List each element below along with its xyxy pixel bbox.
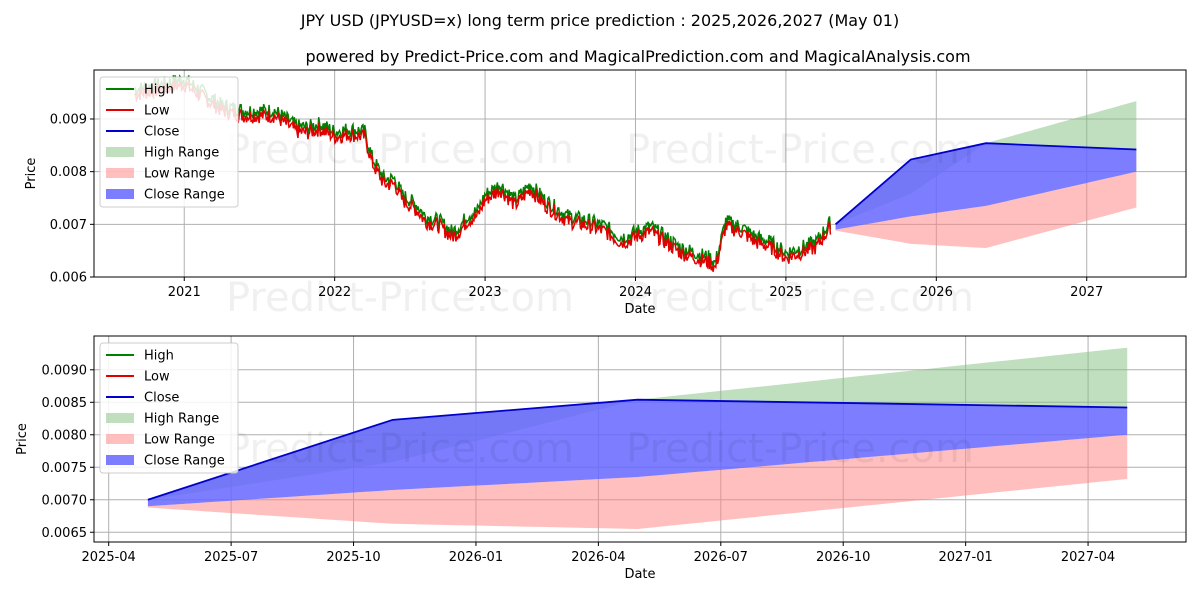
close-range-area xyxy=(835,143,1137,230)
y-axis-label: Price xyxy=(24,158,39,190)
panel-history-and-forecast: 2021 2022 2023 2024 2025 2026 2027 0.006 0.007 0.… xyxy=(24,69,1187,321)
x-tick-label: 2026-04 xyxy=(571,550,625,565)
y-tick-label: 0.0075 xyxy=(42,461,88,476)
y-tick-label: 0.0090 xyxy=(42,363,88,378)
legend-label: Low Range xyxy=(144,433,215,448)
x-tick-label: 2023 xyxy=(469,285,502,300)
close-forecast-line xyxy=(147,398,1128,501)
x-axis-label: Date xyxy=(624,302,655,317)
watermark-text: Predict-Price.com xyxy=(626,426,974,472)
watermark-text: Predict-Price.com xyxy=(226,127,574,173)
low-range-area xyxy=(147,434,1128,530)
x-tick-label: 2027 xyxy=(1070,285,1103,300)
axes-frame xyxy=(93,69,1187,278)
y-tick-label: 0.009 xyxy=(50,112,87,127)
legend-label: Low Range xyxy=(144,167,215,182)
legend-swatch-patch xyxy=(106,168,134,178)
watermark-text: Predict-Price.com xyxy=(226,426,574,472)
x-tick-label: 2027-04 xyxy=(1061,550,1115,565)
watermark-text: Predict-Price.com xyxy=(626,127,974,173)
x-tick-label: 2026-07 xyxy=(694,550,748,565)
legend-label: Close xyxy=(144,125,179,140)
legend-swatch-patch xyxy=(106,434,134,444)
legend-label: Close xyxy=(144,391,179,406)
y-tick-label: 0.0070 xyxy=(42,493,88,508)
legend-label: High Range xyxy=(144,412,219,427)
y-axis-label: Price xyxy=(15,423,30,455)
plot-area xyxy=(134,74,1137,272)
x-tick-label: 2025-07 xyxy=(204,550,258,565)
y-tick-label: 0.0085 xyxy=(42,396,88,411)
axes-frame xyxy=(93,335,1187,543)
x-tick-label: 2027-01 xyxy=(938,550,992,565)
high-line xyxy=(134,74,832,267)
legend-swatch-patch xyxy=(106,413,134,423)
legend-label: Close Range xyxy=(144,188,225,203)
low-line xyxy=(134,79,832,272)
y-tick-label: 0.007 xyxy=(50,218,87,233)
legend-label: Close Range xyxy=(144,454,225,469)
chart-title: JPY USD (JPYUSD=x) long term price predi… xyxy=(300,11,899,30)
watermark-text: Predict-Price.com xyxy=(226,275,574,321)
x-tick-label: 2025-04 xyxy=(82,550,136,565)
x-tick-label: 2021 xyxy=(168,285,201,300)
plot-area xyxy=(147,347,1128,530)
legend-label: High xyxy=(144,83,174,98)
watermark-text: Predict-Price.com xyxy=(626,275,974,321)
y-tick-label: 0.006 xyxy=(50,271,87,286)
low-range-area xyxy=(835,171,1137,249)
x-tick-label: 2025-10 xyxy=(326,550,380,565)
x-tick-label: 2026-10 xyxy=(816,550,870,565)
legend-box xyxy=(99,342,239,474)
legend-box xyxy=(99,76,239,208)
y-tick-label: 0.008 xyxy=(50,165,87,180)
close-range-area xyxy=(147,399,1128,507)
x-tick-label: 2024 xyxy=(619,285,652,300)
y-tick-label: 0.0080 xyxy=(42,428,88,443)
legend-label: Low xyxy=(144,370,170,385)
legend-label: Low xyxy=(144,104,170,119)
legend-swatch-patch xyxy=(106,147,134,157)
panel-forecast-zoom: 2025-04 2025-07 2025-10 2026-01 2026-04 2026-… xyxy=(15,335,1187,582)
chart-subtitle: powered by Predict-Price.com and Magical… xyxy=(305,47,970,66)
legend-label: High Range xyxy=(144,146,219,161)
legend-swatch-patch xyxy=(106,455,134,465)
x-tick-label: 2022 xyxy=(318,285,351,300)
x-tick-label: 2026-01 xyxy=(449,550,503,565)
x-tick-label: 2025 xyxy=(769,285,802,300)
x-axis-label: Date xyxy=(624,567,655,582)
y-tick-label: 0.0065 xyxy=(42,526,88,541)
x-tick-label: 2026 xyxy=(920,285,953,300)
close-forecast-line xyxy=(834,142,1137,226)
legend-swatch-patch xyxy=(106,189,134,199)
legend-label: High xyxy=(144,349,174,364)
